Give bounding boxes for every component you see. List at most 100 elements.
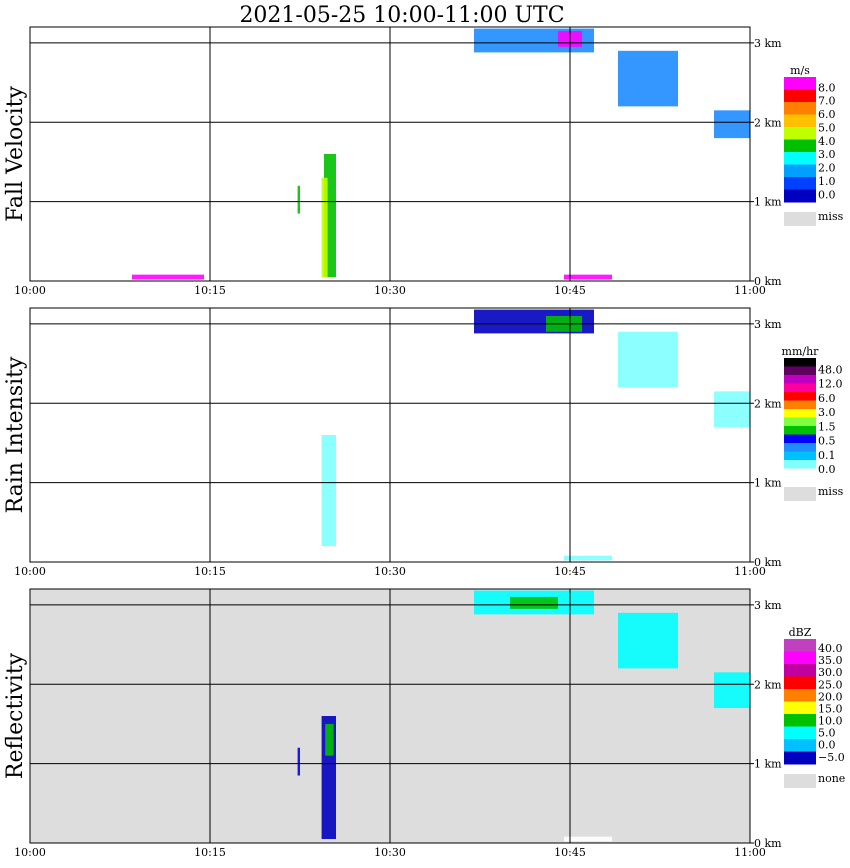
colorbar-miss-label: none	[818, 772, 845, 785]
colorbar-swatch	[784, 383, 816, 393]
echo-cell	[321, 177, 328, 278]
colorbar-unit: m/s	[790, 64, 810, 77]
colorbar-label: 4.0	[818, 135, 836, 148]
colorbar-swatch	[784, 189, 816, 203]
y-tick-label: 3 km	[754, 318, 782, 331]
plot-frame	[29, 26, 751, 282]
colorbar-label: 2.0	[818, 162, 836, 175]
echo-cell	[618, 50, 678, 107]
colorbar-label: 0.5	[818, 435, 836, 448]
colorbar-label: 30.0	[818, 666, 843, 679]
echo-cell	[510, 596, 558, 609]
colorbar-unit: dBZ	[789, 626, 812, 639]
colorbar-label: 3.0	[818, 148, 836, 161]
panel-2: 10:00 10:15 10:30 10:45 11:000 km 1 km 2 km 3 k…	[3, 307, 844, 578]
colorbar-label: −5.0	[818, 751, 845, 764]
colorbar-miss-swatch	[784, 212, 816, 226]
colorbar-swatch	[784, 358, 816, 367]
plot-frame	[29, 588, 751, 844]
colorbar-swatch	[784, 664, 816, 677]
x-tick-label: 10:00	[14, 565, 46, 578]
y-tick-label: 3 km	[754, 599, 782, 612]
y-tick-label: 0 km	[754, 275, 782, 288]
colorbar-label: 0.0	[818, 463, 836, 476]
colorbar-label: 0.0	[818, 739, 836, 752]
colorbar-label: 25.0	[818, 678, 843, 691]
x-tick-label: 10:00	[14, 284, 46, 297]
echo-cell	[618, 331, 678, 388]
x-tick-label: 11:00	[734, 284, 766, 297]
colorbar-swatch	[784, 177, 816, 190]
colorbar-swatch	[784, 127, 816, 140]
colorbar-swatch	[784, 434, 816, 444]
x-tick-label: 11:00	[734, 846, 766, 859]
x-tick-label: 10:30	[374, 284, 406, 297]
colorbar-swatch	[784, 114, 816, 128]
colorbar-swatch	[784, 164, 816, 178]
colorbar-swatch	[784, 676, 816, 690]
colorbar-label: 3.0	[818, 406, 836, 419]
colorbar-swatch	[784, 651, 816, 665]
colorbar-swatch	[784, 426, 816, 435]
x-tick-label: 10:15	[194, 565, 226, 578]
y-tick-label: 3 km	[754, 37, 782, 50]
y-tick-label: 2 km	[754, 397, 782, 410]
colorbar-label: 12.0	[818, 378, 843, 391]
colorbar-label: 35.0	[818, 654, 843, 667]
x-tick-label: 10:45	[554, 846, 586, 859]
echo-cell	[325, 723, 334, 756]
colorbar-swatch	[784, 739, 816, 752]
colorbar-swatch	[784, 468, 816, 478]
colorbar-miss-label: miss	[818, 485, 844, 498]
colorbar-miss-label: miss	[818, 210, 844, 223]
colorbar-swatch	[784, 102, 816, 115]
x-tick-label: 10:45	[554, 565, 586, 578]
colorbar-label: 15.0	[818, 702, 843, 715]
colorbar-label: 5.0	[818, 121, 836, 134]
colorbar-label: 8.0	[818, 81, 836, 94]
panel-title: Fall Velocity	[3, 86, 28, 222]
colorbar-swatch	[784, 392, 816, 401]
x-tick-label: 10:15	[194, 284, 226, 297]
colorbar-swatch	[784, 89, 816, 103]
y-tick-label: 2 km	[754, 678, 782, 691]
colorbar-swatch	[784, 443, 816, 452]
y-tick-label: 0 km	[754, 837, 782, 850]
echo-cell	[132, 274, 204, 280]
colorbar-swatch	[784, 689, 816, 702]
colorbar-label: 10.0	[818, 715, 843, 728]
colorbar-label: 7.0	[818, 95, 836, 108]
echo-cell	[714, 110, 750, 139]
echo-cell	[564, 274, 612, 280]
colorbar-unit: mm/hr	[782, 345, 820, 358]
x-tick-label: 10:30	[374, 846, 406, 859]
colorbar-swatch	[784, 417, 816, 427]
colorbar-swatch	[784, 139, 816, 153]
colorbar-label: 40.0	[818, 642, 843, 655]
plot-frame	[29, 307, 751, 563]
colorbar-label: 0.0	[818, 188, 836, 201]
x-tick-label: 10:45	[554, 284, 586, 297]
echo-cell	[714, 391, 750, 428]
colorbar-swatch	[784, 460, 816, 469]
colorbar-swatch	[784, 714, 816, 727]
x-tick-label: 11:00	[734, 565, 766, 578]
y-tick-label: 0 km	[754, 556, 782, 569]
colorbar-swatch	[784, 375, 816, 384]
y-tick-label: 1 km	[754, 758, 782, 771]
panel-3: 10:00 10:15 10:30 10:45 11:000 km 1 km 2 km 3 k…	[3, 588, 845, 859]
echo-cell	[618, 612, 678, 669]
x-tick-label: 10:15	[194, 846, 226, 859]
colorbar-swatch	[784, 400, 816, 410]
colorbar-swatch	[784, 152, 816, 165]
colorbar-swatch	[784, 366, 816, 376]
colorbar-swatch	[784, 639, 816, 652]
echo-cell	[321, 435, 336, 547]
echo-cell	[714, 672, 750, 709]
x-tick-label: 10:30	[374, 565, 406, 578]
x-tick-label: 10:00	[14, 846, 46, 859]
colorbar-swatch	[784, 77, 816, 90]
echo-cell	[564, 555, 612, 561]
colorbar-swatch	[784, 751, 816, 765]
colorbar-label: 1.0	[818, 175, 836, 188]
